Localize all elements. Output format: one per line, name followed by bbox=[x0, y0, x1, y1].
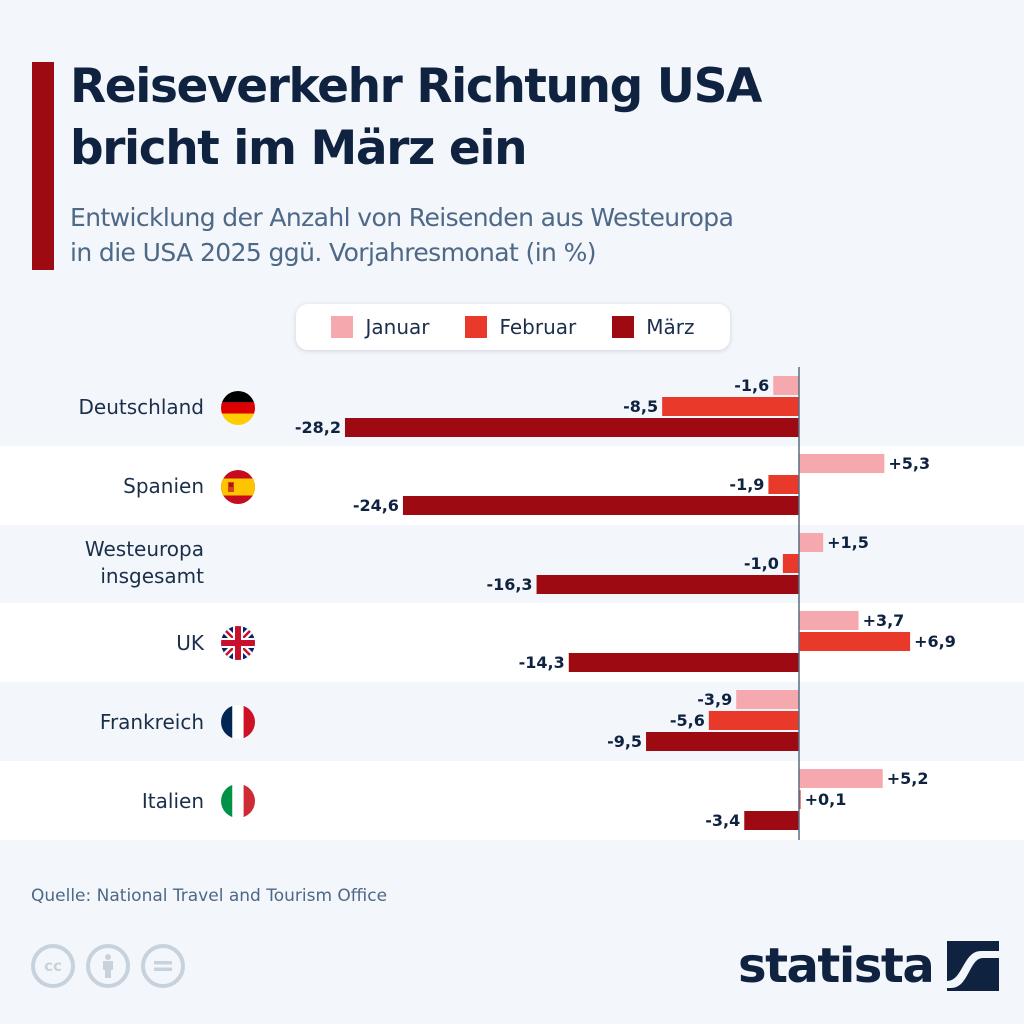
category-label-text: Frankreich bbox=[99, 710, 204, 734]
title-accent-bar bbox=[32, 62, 54, 270]
bar-westeuropa-insgesamt-januar bbox=[799, 533, 824, 552]
data-label-frankreich-januar: -3,9 bbox=[697, 690, 732, 709]
bar-deutschland-februar bbox=[662, 397, 799, 416]
statista-logo-text: statista bbox=[738, 938, 935, 994]
category-label-frankreich: Frankreich bbox=[100, 709, 204, 736]
category-label-deutschland: Deutschland bbox=[79, 394, 205, 421]
data-label-uk-maerz: -14,3 bbox=[519, 653, 565, 672]
category-label-text: UK bbox=[176, 631, 204, 655]
bar-westeuropa-insgesamt-maerz bbox=[536, 575, 799, 594]
legend-label-februar: Februar bbox=[499, 315, 577, 339]
data-label-westeuropa-insgesamt-februar: -1,0 bbox=[744, 554, 779, 573]
category-label-italien: Italien bbox=[142, 788, 204, 815]
data-label-spanien-februar: -1,9 bbox=[729, 475, 764, 494]
legend-swatch-februar bbox=[465, 316, 488, 338]
category-label-text-line2: insgesamt bbox=[100, 564, 204, 588]
data-label-deutschland-januar: -1,6 bbox=[734, 376, 769, 395]
legend-swatch-januar bbox=[331, 316, 354, 338]
category-label-text: Deutschland bbox=[78, 395, 205, 419]
bar-deutschland-januar bbox=[773, 376, 799, 395]
data-label-frankreich-februar: -5,6 bbox=[670, 711, 705, 730]
chart-title: Reiseverkehr Richtung USA bricht im März… bbox=[70, 56, 1010, 180]
data-label-uk-februar: +6,9 bbox=[914, 632, 956, 651]
data-label-italien-maerz: -3,4 bbox=[705, 811, 740, 830]
category-label-text: Italien bbox=[141, 789, 204, 813]
legend-swatch-maerz bbox=[612, 316, 635, 338]
legend-label-januar: Januar bbox=[365, 315, 430, 339]
flag-germany-icon bbox=[221, 391, 255, 425]
title-line-1: Reiseverkehr Richtung USA bbox=[70, 59, 762, 114]
flag-spain-icon bbox=[221, 470, 255, 504]
legend-label-maerz: März bbox=[646, 315, 695, 339]
nd-icon[interactable] bbox=[141, 944, 185, 988]
chart-subtitle: Entwicklung der Anzahl von Reisenden aus… bbox=[70, 200, 1010, 270]
data-label-westeuropa-insgesamt-maerz: -16,3 bbox=[486, 575, 532, 594]
category-label-westeuropa: Westeuropa insgesamt bbox=[85, 536, 204, 590]
flag-france-icon bbox=[221, 705, 255, 739]
bar-uk-maerz bbox=[568, 653, 799, 672]
subtitle-line-2: in die USA 2025 ggü. Vorjahresmonat (in … bbox=[70, 238, 597, 267]
data-label-deutschland-februar: -8,5 bbox=[623, 397, 658, 416]
category-label-uk: UK bbox=[176, 630, 204, 657]
bar-frankreich-maerz bbox=[646, 732, 799, 751]
cc-icon-text: cc bbox=[44, 957, 62, 975]
category-label-text: Spanien bbox=[123, 474, 204, 498]
data-label-deutschland-maerz: -28,2 bbox=[295, 418, 341, 437]
subtitle-line-1: Entwicklung der Anzahl von Reisenden aus… bbox=[70, 203, 734, 232]
data-label-westeuropa-insgesamt-januar: +1,5 bbox=[827, 533, 869, 552]
row-band-frankreich bbox=[0, 682, 1024, 761]
bar-spanien-januar bbox=[799, 454, 885, 473]
statista-logo-mark-icon bbox=[947, 941, 1000, 991]
statista-logo[interactable]: statista bbox=[738, 938, 1000, 994]
data-label-italien-februar: +0,1 bbox=[805, 790, 847, 809]
bar-westeuropa-insgesamt-februar bbox=[782, 554, 799, 573]
legend-item-februar: Februar bbox=[465, 315, 576, 339]
cc-icon[interactable]: cc bbox=[31, 944, 75, 988]
data-label-uk-januar: +3,7 bbox=[863, 611, 905, 630]
row-band-westeuropa bbox=[0, 525, 1024, 603]
data-label-frankreich-maerz: -9,5 bbox=[607, 732, 642, 751]
bar-italien-februar bbox=[799, 790, 801, 809]
bar-frankreich-februar bbox=[708, 711, 799, 730]
flag-italy-icon bbox=[221, 784, 255, 818]
license-icons: cc bbox=[31, 944, 185, 988]
bar-spanien-februar bbox=[768, 475, 799, 494]
legend-item-maerz: März bbox=[612, 315, 695, 339]
data-label-spanien-januar: +5,3 bbox=[888, 454, 930, 473]
bar-spanien-maerz bbox=[402, 496, 799, 515]
legend-item-januar: Januar bbox=[331, 315, 429, 339]
bar-deutschland-maerz bbox=[344, 418, 799, 437]
bar-frankreich-januar bbox=[736, 690, 799, 709]
title-line-2: bricht im März ein bbox=[70, 121, 528, 176]
bar-uk-januar bbox=[799, 611, 859, 630]
bar-italien-januar bbox=[799, 769, 883, 788]
bar-uk-februar bbox=[799, 632, 911, 651]
data-label-spanien-maerz: -24,6 bbox=[353, 496, 399, 515]
category-label-text: Westeuropa bbox=[84, 537, 204, 561]
category-label-spanien: Spanien bbox=[123, 473, 204, 500]
source-note: Quelle: National Travel and Tourism Offi… bbox=[31, 886, 388, 906]
by-icon[interactable] bbox=[86, 944, 130, 988]
data-label-italien-januar: +5,2 bbox=[887, 769, 929, 788]
bar-italien-maerz bbox=[744, 811, 799, 830]
chart-legend: Januar Februar März bbox=[296, 304, 730, 350]
